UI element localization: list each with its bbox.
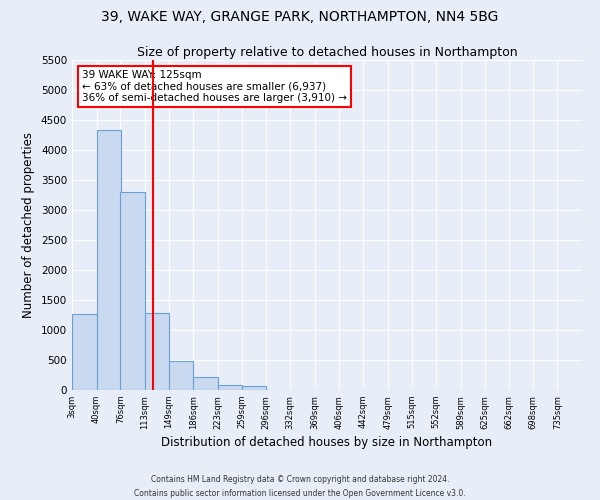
Bar <box>218 384 242 390</box>
Text: 39, WAKE WAY, GRANGE PARK, NORTHAMPTON, NN4 5BG: 39, WAKE WAY, GRANGE PARK, NORTHAMPTON, … <box>101 10 499 24</box>
Bar <box>242 386 266 390</box>
X-axis label: Distribution of detached houses by size in Northampton: Distribution of detached houses by size … <box>161 436 493 448</box>
Title: Size of property relative to detached houses in Northampton: Size of property relative to detached ho… <box>137 46 517 59</box>
Bar <box>121 192 145 390</box>
Text: Contains HM Land Registry data © Crown copyright and database right 2024.
Contai: Contains HM Land Registry data © Crown c… <box>134 476 466 498</box>
Y-axis label: Number of detached properties: Number of detached properties <box>22 132 35 318</box>
Bar <box>193 378 218 390</box>
Bar <box>169 360 193 390</box>
Bar <box>72 314 97 390</box>
Bar <box>145 313 169 390</box>
Text: 39 WAKE WAY: 125sqm
← 63% of detached houses are smaller (6,937)
36% of semi-det: 39 WAKE WAY: 125sqm ← 63% of detached ho… <box>82 70 347 103</box>
Bar <box>97 130 121 390</box>
